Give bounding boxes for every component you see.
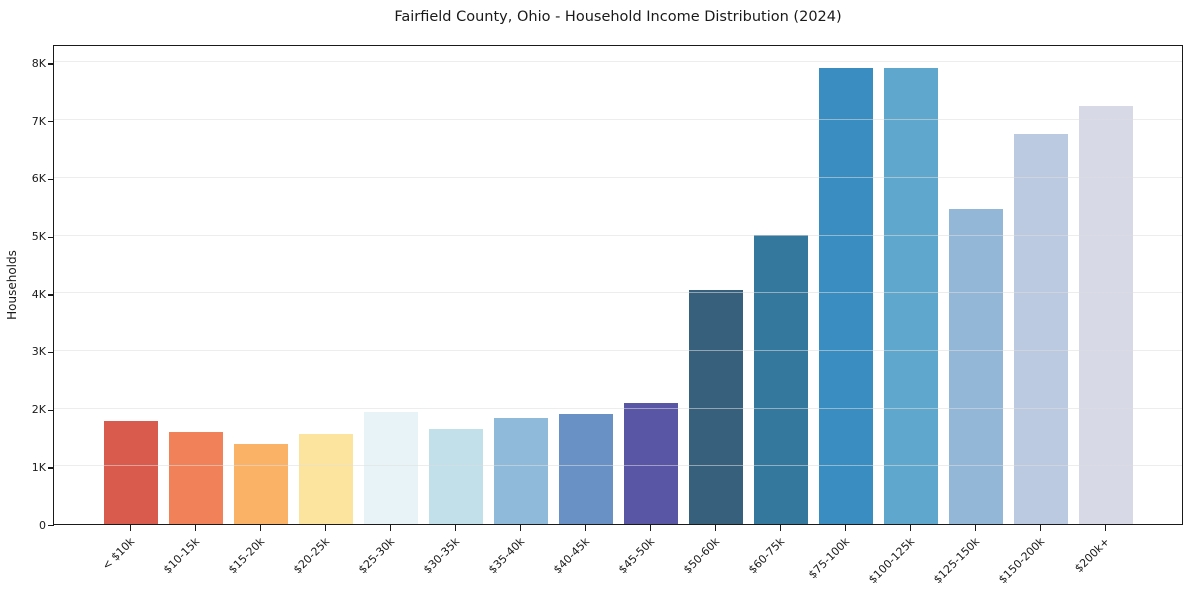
x-tick-label: $15-20k <box>225 535 268 577</box>
x-tick-mark <box>130 525 132 531</box>
x-tick-mark <box>195 525 197 531</box>
y-tick-label: 2K <box>31 403 46 417</box>
bar-$125-150k <box>949 209 1003 524</box>
y-tick-mark <box>48 121 54 123</box>
gridline-6K <box>54 176 1182 178</box>
gridline-3K <box>54 349 1182 351</box>
x-tick-label: $40-45k <box>550 535 593 577</box>
x-tick-mark <box>1105 525 1107 531</box>
y-tick-label: 1K <box>31 460 46 474</box>
y-tick-mark <box>48 409 54 411</box>
x-tick-mark <box>715 525 717 531</box>
x-tick-mark <box>910 525 912 531</box>
x-tick-mark <box>390 525 392 531</box>
bar-$35-40k <box>494 418 548 524</box>
bar-$15-20k <box>234 444 288 524</box>
y-tick-mark <box>48 63 54 65</box>
bar-$10-15k <box>169 432 223 524</box>
x-tick-label: $45-50k <box>615 535 658 577</box>
x-tick-mark <box>1040 525 1042 531</box>
x-tick-label: $150-200k <box>996 535 1048 587</box>
y-tick-label: 7K <box>31 114 46 128</box>
y-tick-label: 6K <box>31 172 46 186</box>
x-tick-mark <box>455 525 457 531</box>
x-tick-label: $125-150k <box>931 535 983 587</box>
y-axis-label: Households <box>5 250 19 320</box>
x-tick-label: $20-25k <box>290 535 333 577</box>
bar-$25-30k <box>364 411 418 524</box>
chart-title: Fairfield County, Ohio - Household Incom… <box>394 9 842 25</box>
x-tick-label: $25-30k <box>355 535 398 577</box>
bar-$60-75k <box>754 234 808 524</box>
bar-$45-50k <box>624 402 678 524</box>
bar-$50-60k <box>689 290 743 524</box>
bar-< $10k <box>104 421 158 524</box>
x-tick-label: $100-125k <box>866 535 918 587</box>
x-tick-label: $10-15k <box>160 535 203 577</box>
x-tick-mark <box>975 525 977 531</box>
y-tick-label: 0 <box>39 518 46 532</box>
x-tick-label: $30-35k <box>420 535 463 577</box>
y-tick-label: 4K <box>31 287 46 301</box>
y-tick-mark <box>48 525 54 527</box>
y-tick-mark <box>48 236 54 238</box>
bar-$200k+ <box>1079 105 1133 524</box>
x-tick-mark <box>325 525 327 531</box>
x-tick-label: $60-75k <box>745 535 788 577</box>
y-tick-label: 3K <box>31 345 46 359</box>
y-tick-mark <box>48 294 54 296</box>
bar-$30-35k <box>429 428 483 524</box>
x-tick-label: < $10k <box>99 535 138 573</box>
gridline-2K <box>54 407 1182 409</box>
x-tick-label: $75-100k <box>805 535 853 582</box>
y-tick-mark <box>48 351 54 354</box>
x-tick-mark <box>650 525 652 531</box>
plot-area <box>53 45 1183 525</box>
x-tick-label: $200k+ <box>1072 535 1113 576</box>
y-tick-label: 5K <box>31 230 46 244</box>
gridline-8K <box>54 61 1182 63</box>
x-tick-mark <box>585 525 587 531</box>
x-tick-mark <box>260 525 262 531</box>
bar-$100-125k <box>884 67 938 524</box>
bar-$150-200k <box>1014 134 1068 524</box>
bar-$40-45k <box>559 414 613 524</box>
x-tick-mark <box>780 525 782 531</box>
gridline-5K <box>54 234 1182 236</box>
x-tick-label: $35-40k <box>485 535 528 577</box>
y-tick-mark <box>48 178 54 181</box>
bar-$20-25k <box>299 434 353 524</box>
y-tick-label: 8K <box>31 56 46 70</box>
gridline-4K <box>54 292 1182 294</box>
x-tick-mark <box>520 525 522 531</box>
x-tick-label: $50-60k <box>680 535 723 577</box>
gridline-1K <box>54 465 1182 467</box>
bar-$75-100k <box>819 67 873 524</box>
x-tick-mark <box>845 525 847 531</box>
y-tick-mark <box>48 467 54 469</box>
gridline-7K <box>54 119 1182 121</box>
